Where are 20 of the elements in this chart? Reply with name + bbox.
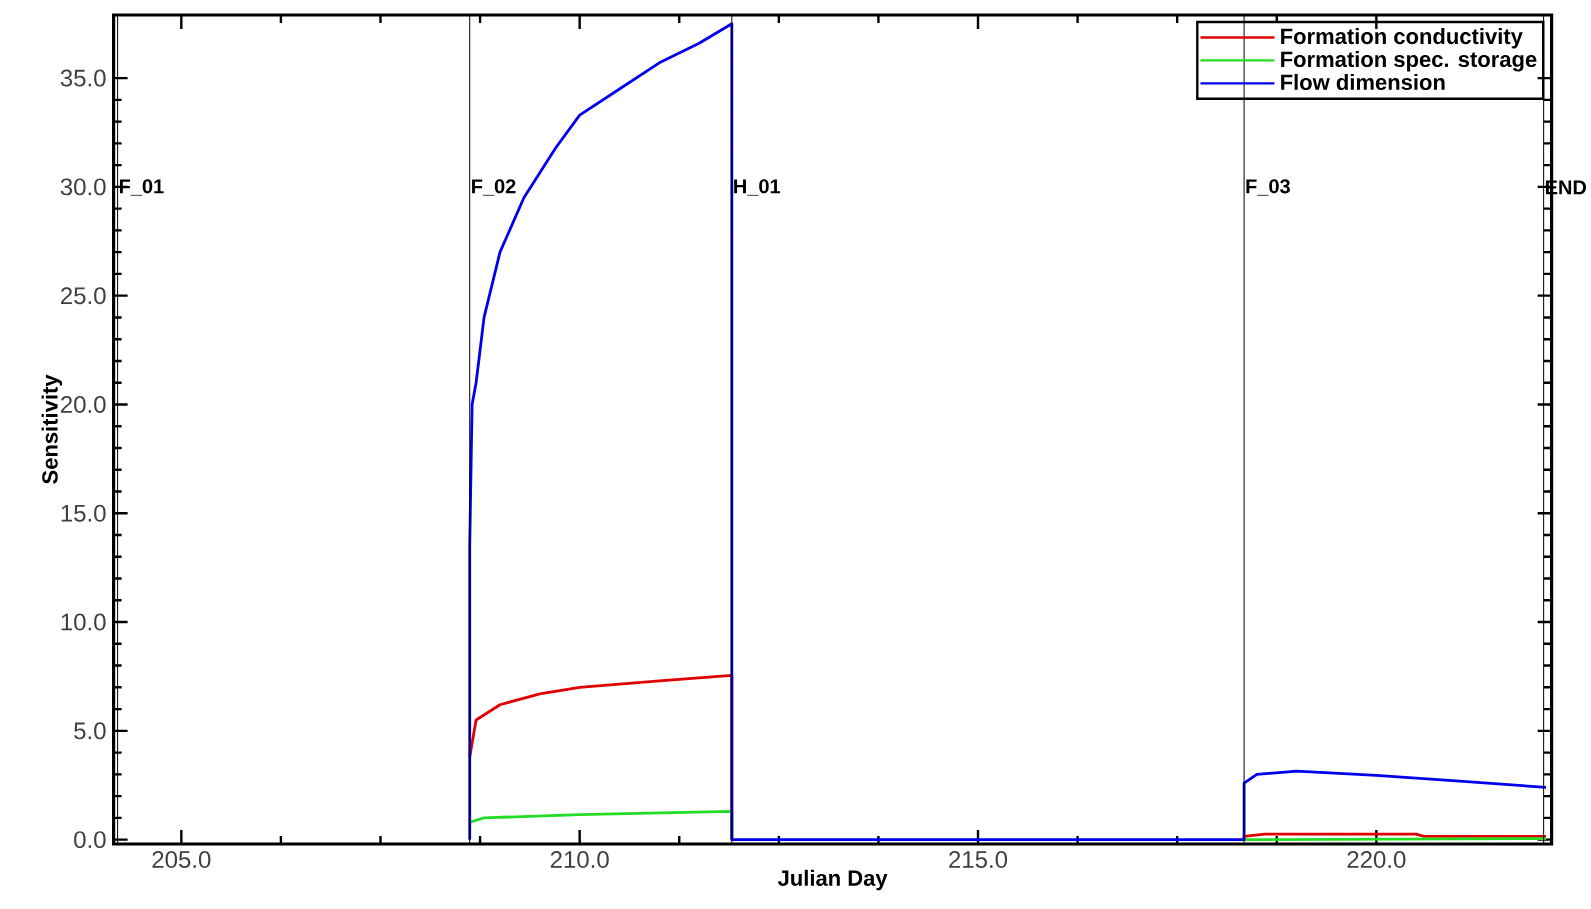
y-tick-label: 10.0 [61, 613, 106, 631]
x-tick-label: 205.0 [152, 851, 211, 869]
x-tick-label: 220.0 [1347, 851, 1406, 869]
ref-line-label: F_02 [472, 179, 516, 196]
y-tick-label: 0.0 [74, 831, 106, 849]
x-axis-title: Julian Day [777, 869, 888, 891]
legend-label: Flow dimension [1281, 73, 1445, 91]
legend-label: Formation spec. storage [1281, 50, 1537, 72]
y-tick-label: 15.0 [61, 504, 106, 522]
ref-line-label: F_03 [1246, 179, 1290, 196]
y-axis-title: Sensitivity [41, 374, 63, 484]
legend-label: Formation conductivity [1281, 28, 1523, 49]
y-tick-label: 25.0 [61, 287, 106, 305]
ref-line-label: H_01 [734, 179, 781, 196]
y-tick-label: 5.0 [74, 722, 106, 740]
y-tick-label: 30.0 [60, 178, 106, 196]
x-tick-label: 215.0 [949, 851, 1008, 869]
y-tick-label: 35.0 [60, 69, 106, 87]
y-tick-label: 20.0 [61, 395, 106, 413]
x-tick-label: 210.0 [550, 851, 609, 869]
